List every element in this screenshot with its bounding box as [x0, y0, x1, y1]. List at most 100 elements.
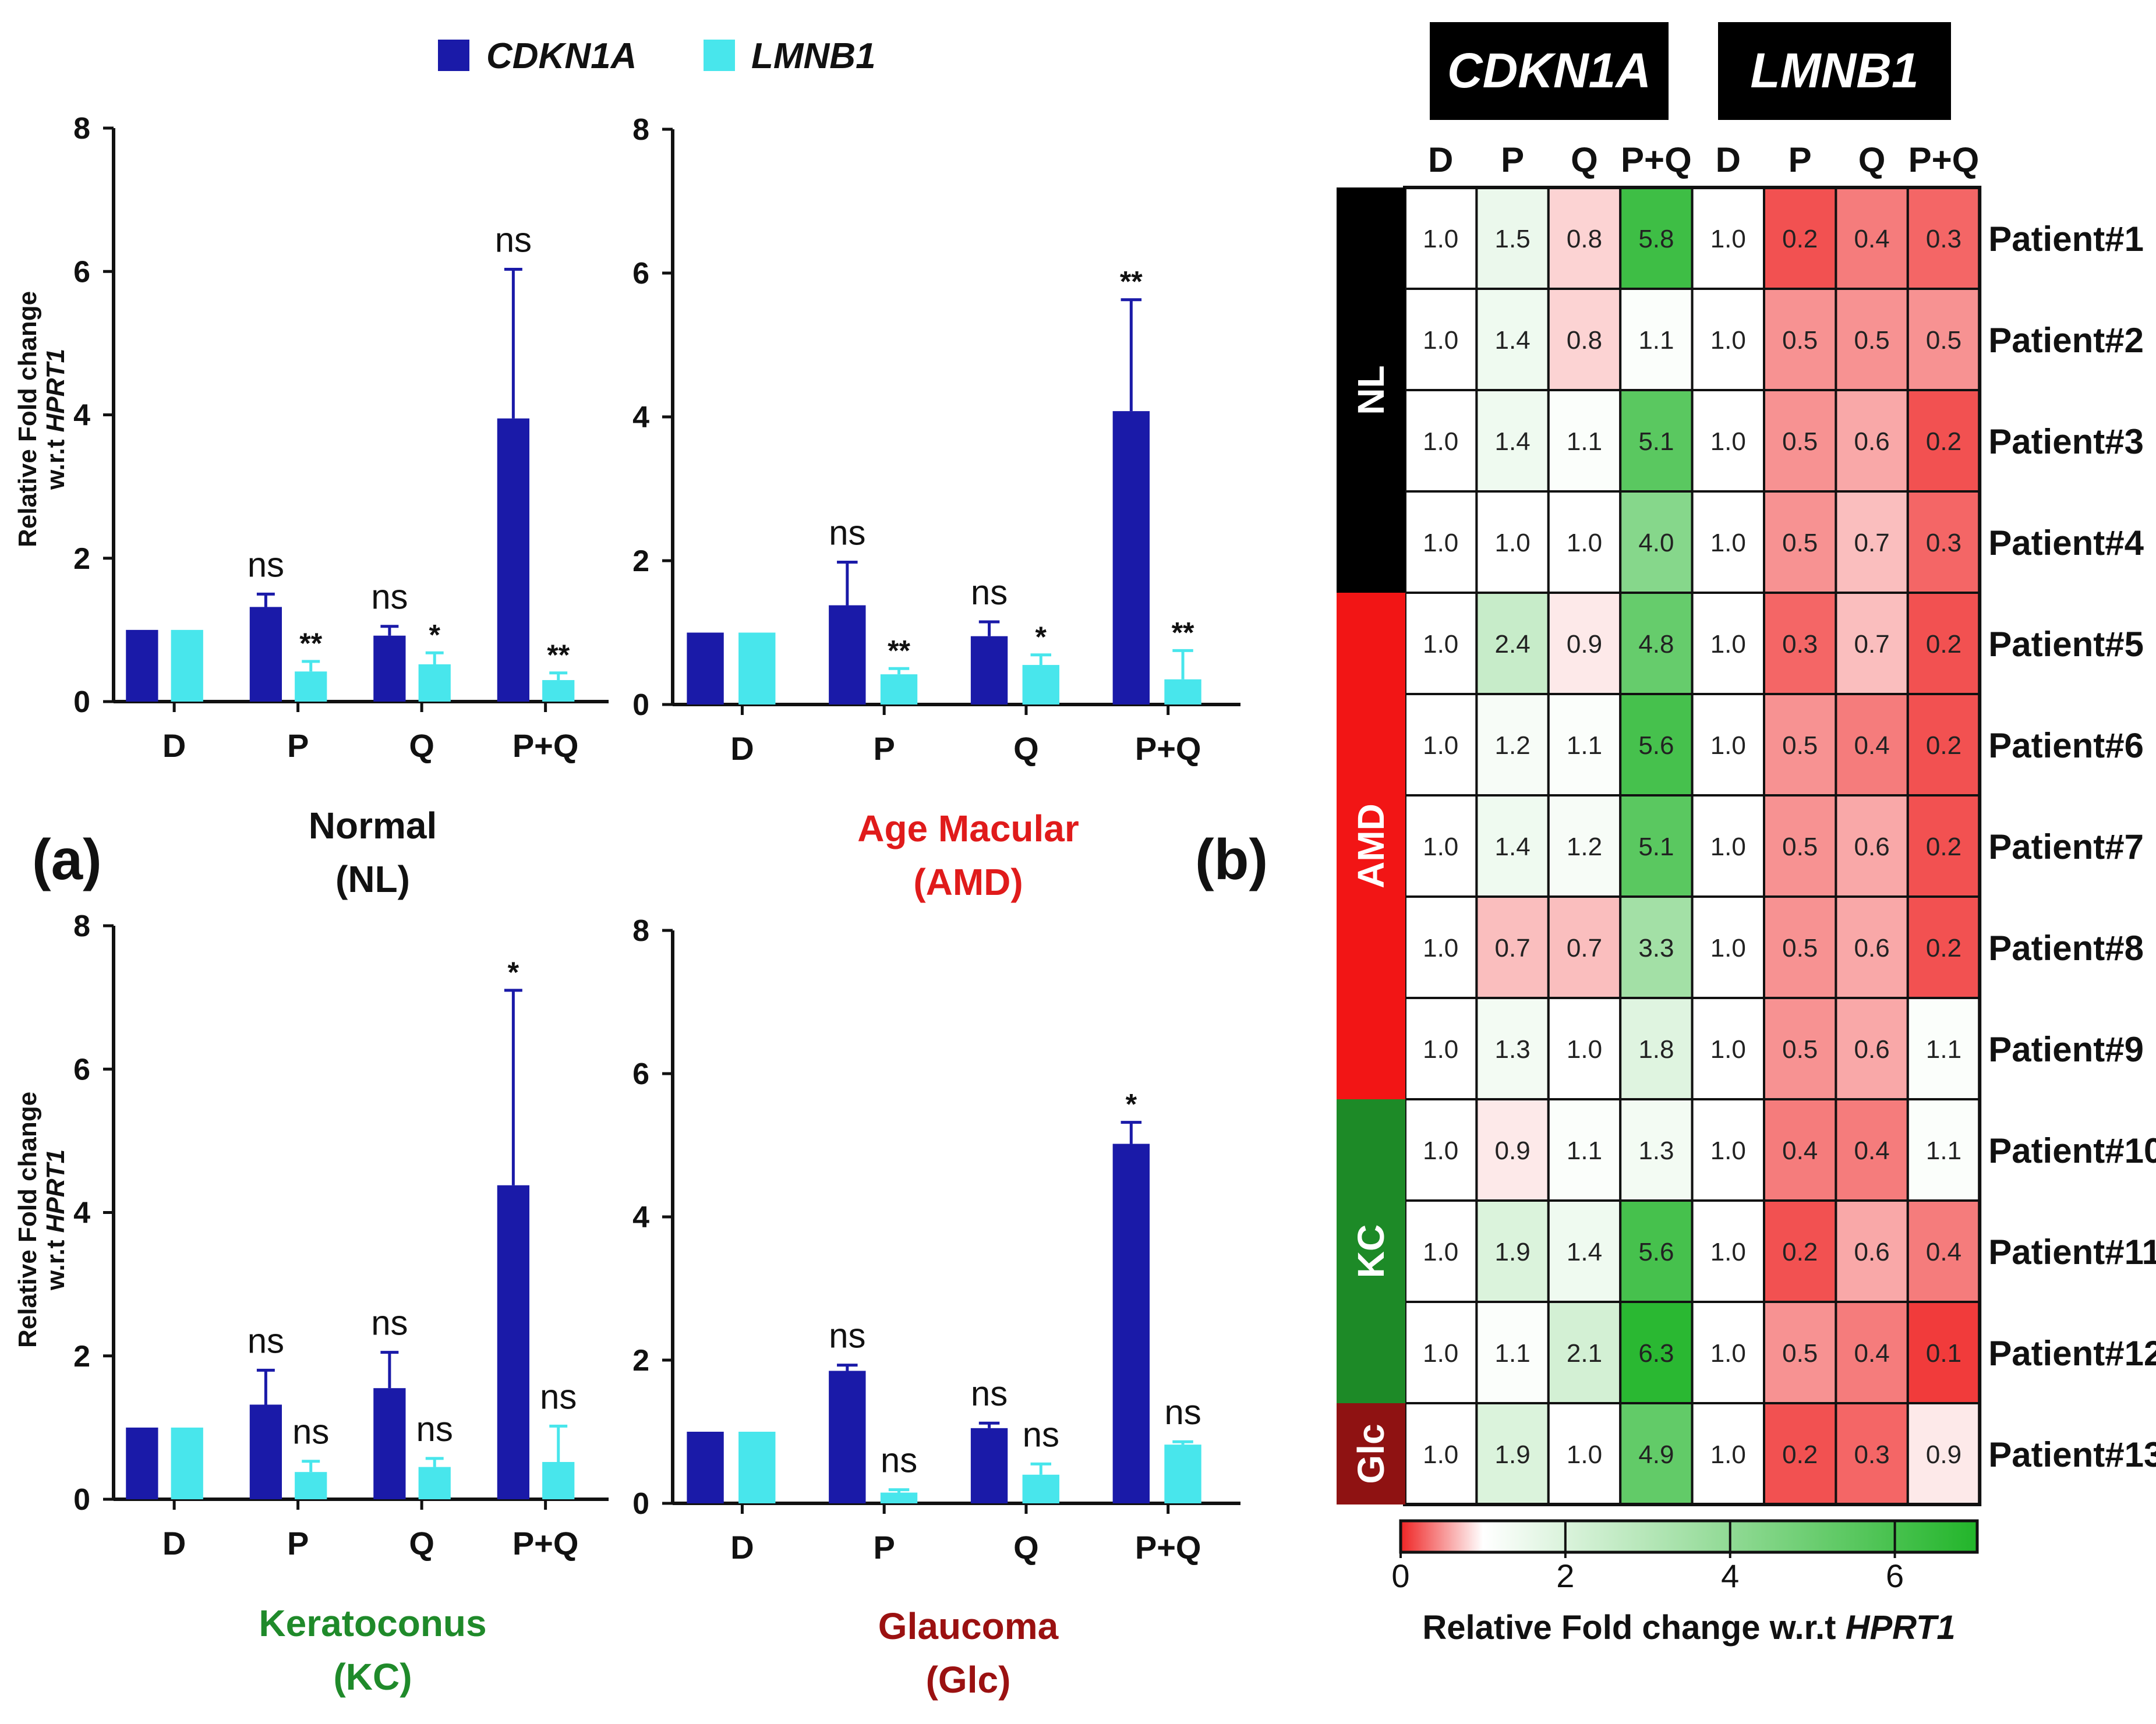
- significance-label: *: [1035, 621, 1047, 653]
- legend-label-cdkn1a: CDKN1A: [486, 36, 637, 76]
- row-label: Patient#6: [1988, 726, 2144, 765]
- gene-header-cdkn1a: CDKN1A: [1447, 43, 1651, 98]
- heatmap-cell: [1835, 1301, 1909, 1404]
- heatmap-cell: [1763, 895, 1837, 999]
- heatmap-value: 0.5: [1854, 326, 1890, 355]
- heatmap-value: 0.9: [1926, 1440, 1961, 1469]
- significance-label: **: [547, 639, 570, 671]
- colorbar: [1399, 1519, 1979, 1554]
- heatmap-value: 0.8: [1567, 326, 1602, 355]
- heatmap-cell: [1906, 1098, 1981, 1202]
- heatmap-value: 1.0: [1710, 630, 1746, 659]
- heatmap-cell: [1906, 288, 1981, 391]
- y-tick-label: 6: [73, 1053, 90, 1086]
- heatmap-cell: [1906, 693, 1981, 796]
- significance-label: ns: [371, 578, 408, 617]
- heatmap-value: 0.6: [1854, 427, 1890, 456]
- heatmap-value: 1.1: [1495, 1339, 1531, 1368]
- y-tick-label: 4: [632, 1201, 649, 1234]
- heatmap-value: 0.9: [1495, 1137, 1531, 1165]
- bar-cdkn1a: [249, 1404, 282, 1499]
- significance-label: *: [508, 956, 519, 989]
- bar-lmnb1: [1164, 1445, 1201, 1503]
- heatmap-value: 1.0: [1423, 529, 1458, 557]
- column-header: P+Q: [1908, 140, 1980, 179]
- heatmap-cell: [1475, 895, 1550, 999]
- heatmap-cell: [1619, 288, 1694, 391]
- ylabel-bottom: Relative Fold change w.r.t HPRT1: [13, 1092, 70, 1348]
- heatmap-value: 1.0: [1423, 326, 1458, 355]
- significance-label: *: [1126, 1088, 1137, 1121]
- chart-subtitle: (Glc): [926, 1659, 1011, 1701]
- heatmap-cell: [1691, 794, 1766, 898]
- heatmap-cell: [1691, 693, 1766, 796]
- heatmap-value: 0.3: [1782, 630, 1818, 659]
- heatmap-cell: [1404, 794, 1478, 898]
- row-label: Patient#2: [1988, 321, 2144, 360]
- heatmap-value: 0.4: [1782, 1137, 1818, 1165]
- heatmap-value: 1.0: [1710, 1440, 1746, 1469]
- heatmap-value: 1.4: [1495, 833, 1531, 861]
- panel-label-b: (b): [1195, 827, 1268, 891]
- heatmap-value: 1.0: [1567, 529, 1602, 557]
- bar-cdkn1a: [970, 1428, 1008, 1503]
- heatmap-value: 1.0: [1423, 1137, 1458, 1165]
- heatmap-value: 0.3: [1926, 225, 1961, 253]
- bar-cdkn1a: [126, 629, 158, 702]
- heatmap-value: 1.1: [1567, 427, 1602, 456]
- heatmap-cell: [1835, 288, 1909, 391]
- heatmap-cell: [1691, 997, 1766, 1100]
- heatmap-cell: [1475, 389, 1550, 493]
- y-tick-label: 2: [73, 1340, 90, 1373]
- y-tick-label: 0: [73, 1483, 90, 1517]
- ylabel-line1: Relative Fold change: [13, 291, 42, 547]
- heatmap-cell: [1906, 389, 1981, 493]
- y-tick-label: 8: [632, 914, 649, 948]
- heatmap-value: 1.0: [1710, 1137, 1746, 1165]
- group-bar-glc: [1337, 1403, 1405, 1504]
- colorbar-label-gene: HPRT1: [1846, 1609, 1956, 1647]
- chart-title: Normal: [309, 805, 437, 847]
- x-tick-label: D: [162, 727, 186, 764]
- significance-label: *: [429, 618, 440, 651]
- gene-header-lmnb1: LMNB1: [1750, 43, 1918, 98]
- heatmap-value: 0.9: [1567, 630, 1602, 659]
- heatmap-value: 1.0: [1423, 1238, 1458, 1266]
- bar-lmnb1: [880, 674, 918, 705]
- heatmap-cell: [1835, 693, 1909, 796]
- row-label: Patient#9: [1988, 1030, 2144, 1069]
- heatmap-value: 1.0: [1423, 934, 1458, 962]
- chart-title: Glaucoma: [878, 1605, 1059, 1647]
- bar-chart-0: 0 2 4 6 8 D Pns ** Qns * P+Q ns ** Normal (NL): [73, 112, 609, 900]
- heatmap-value: 1.0: [1710, 934, 1746, 962]
- y-tick-label: 4: [73, 399, 90, 433]
- heatmap-cell: [1404, 1098, 1478, 1202]
- heatmap-value: 1.0: [1423, 1035, 1458, 1064]
- x-tick-label: D: [730, 730, 754, 767]
- heatmap-value: 5.8: [1638, 225, 1674, 253]
- colorbar-label: Relative Fold change w.r.t HPRT1: [1422, 1609, 1955, 1647]
- significance-label: **: [1120, 265, 1143, 298]
- heatmap-value: 1.4: [1567, 1238, 1602, 1266]
- significance-label: ns: [371, 1304, 408, 1343]
- column-header: P: [1789, 140, 1812, 179]
- heatmap-value: 1.1: [1638, 326, 1674, 355]
- heatmap-value: 2.1: [1567, 1339, 1602, 1368]
- row-label: Patient#11: [1988, 1233, 2156, 1272]
- bar-lmnb1: [295, 1472, 327, 1499]
- y-tick-label: 6: [73, 255, 90, 289]
- heatmap-cell: [1475, 490, 1550, 594]
- heatmap-value: 0.5: [1782, 427, 1818, 456]
- heatmap-cell: [1763, 1301, 1837, 1404]
- chart-title: Keratoconus: [259, 1602, 486, 1644]
- heatmap-value: 0.7: [1854, 630, 1890, 659]
- gene-header-box-lmnb1: [1718, 22, 1951, 120]
- x-tick-label: Q: [409, 727, 434, 764]
- significance-label: **: [299, 627, 322, 660]
- group-label: NL: [1350, 365, 1392, 415]
- bar-lmnb1: [1022, 665, 1059, 705]
- significance-label: ns: [416, 1410, 453, 1449]
- heatmap-cell: [1835, 895, 1909, 999]
- x-tick-label: P+Q: [1135, 1529, 1201, 1566]
